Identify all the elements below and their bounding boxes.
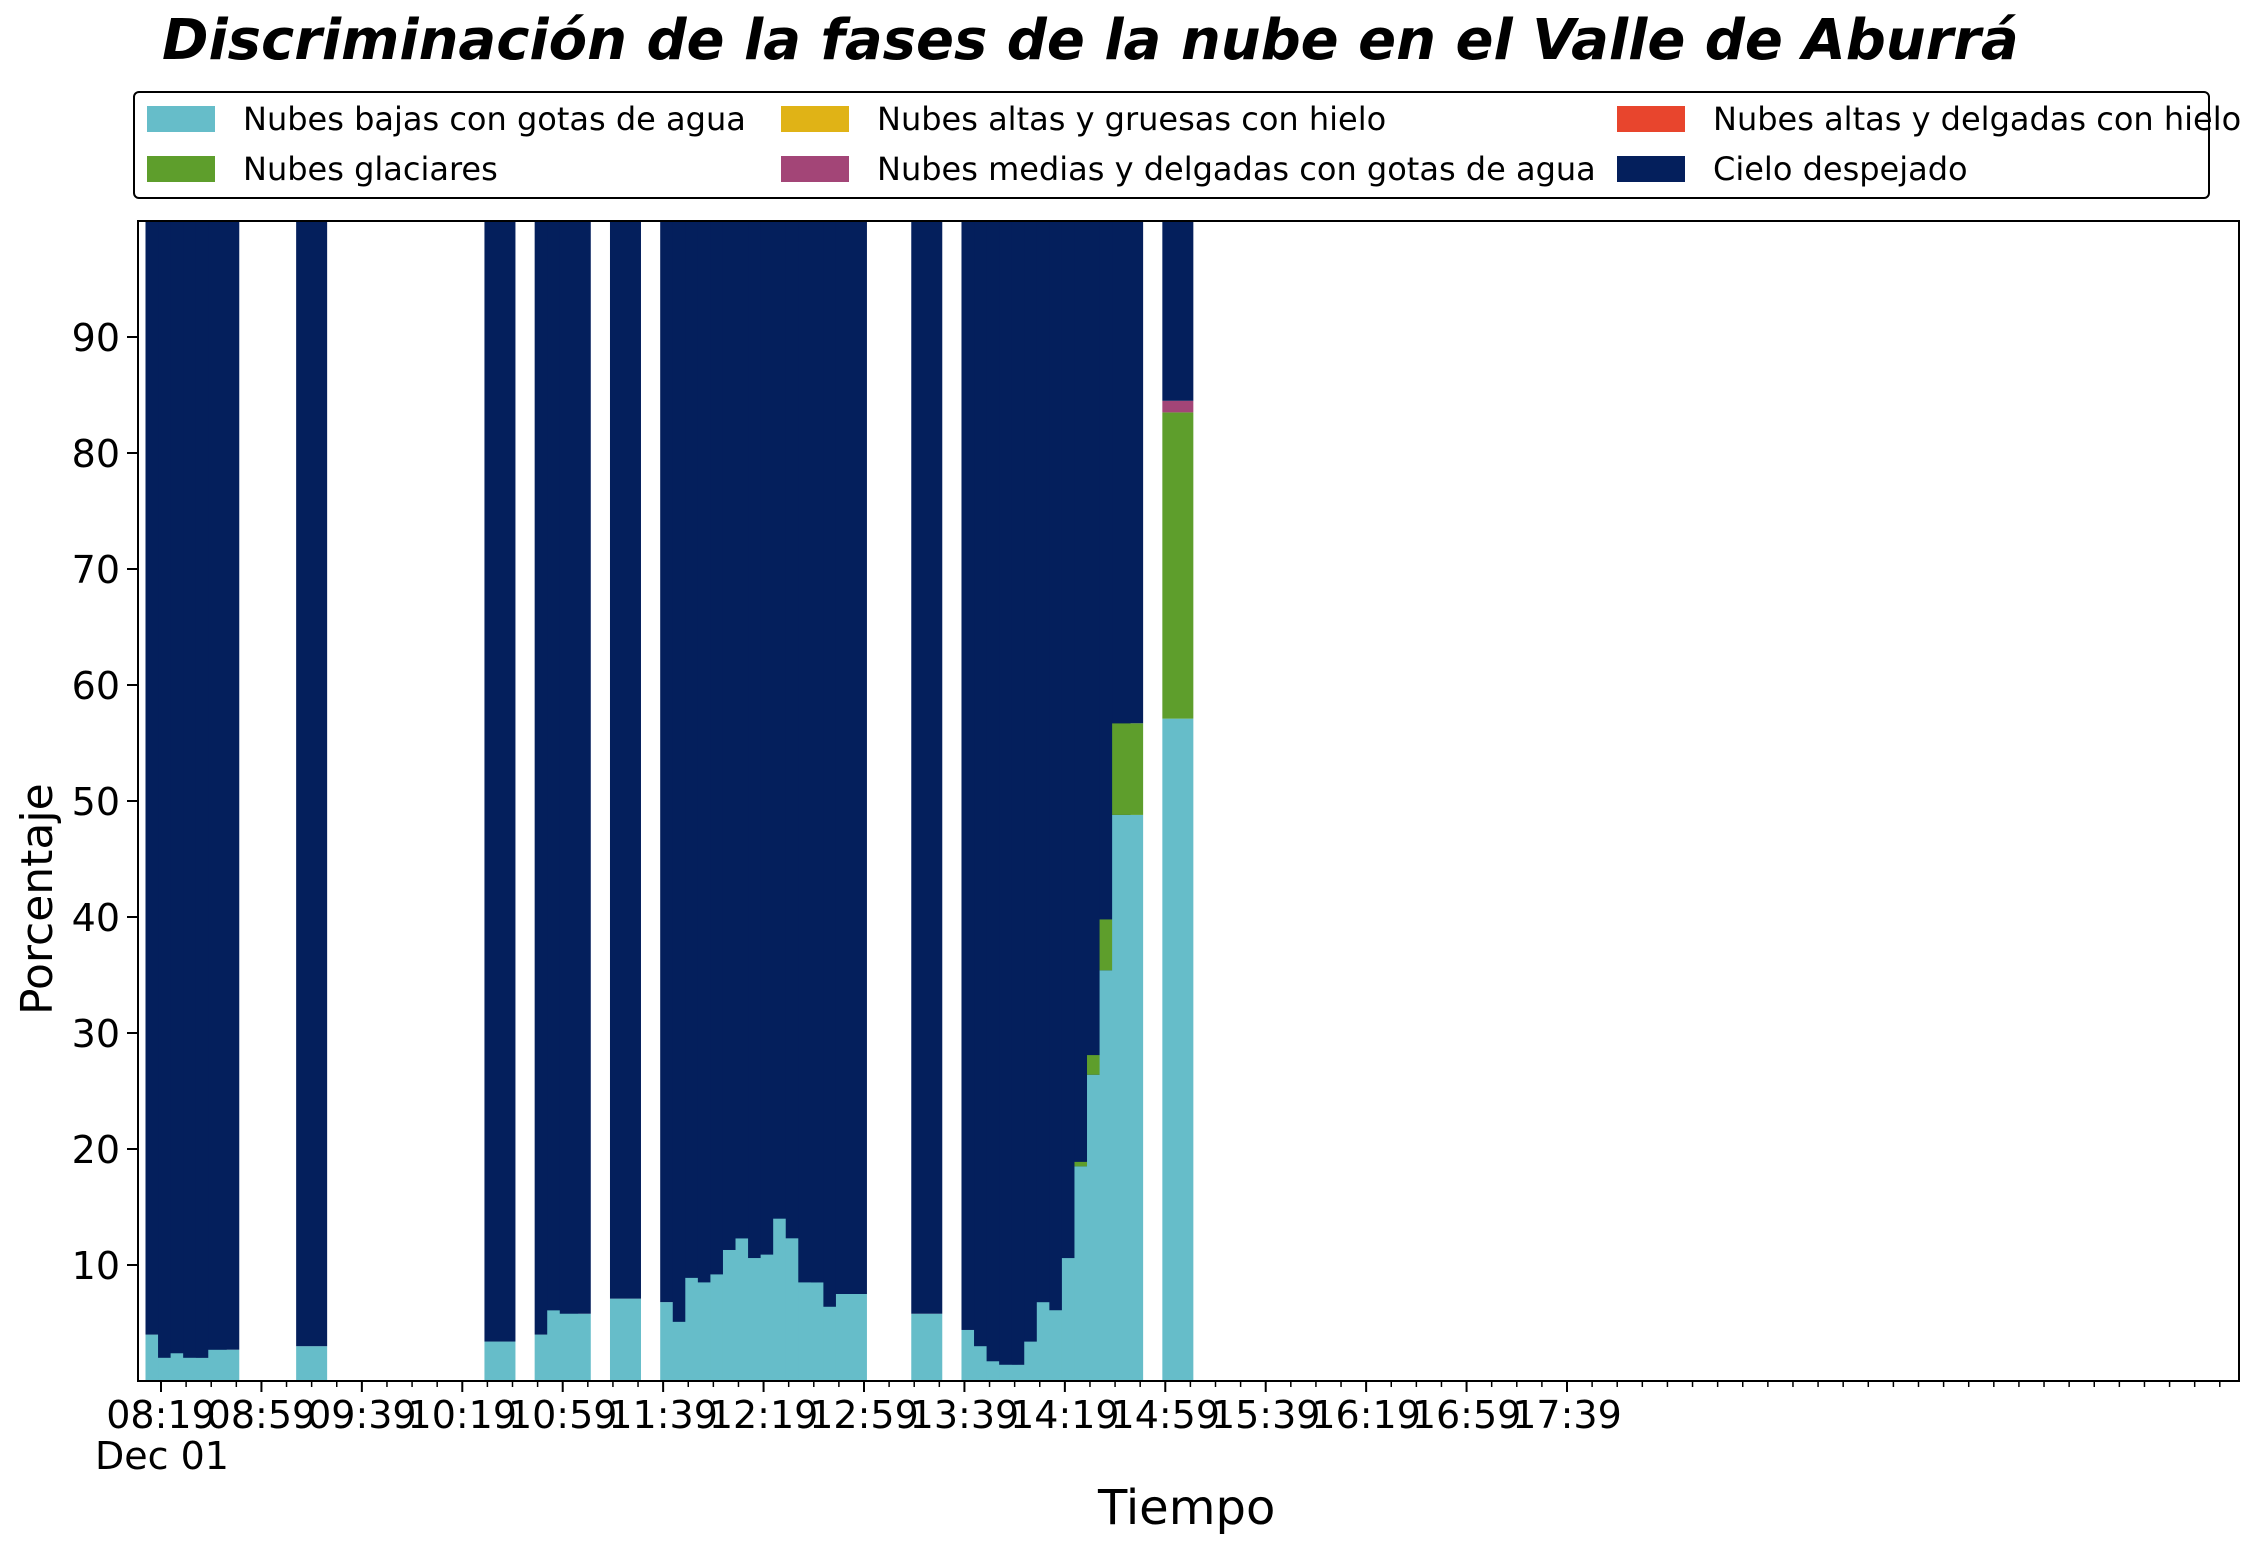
bar-segment-clear-sky [835, 221, 867, 1294]
bar-segment-clear-sky [1162, 221, 1194, 401]
legend-swatch [147, 156, 215, 182]
x-tick-label: 15:39 [1211, 1393, 1321, 1437]
x-tick-label: 08:19 [106, 1393, 216, 1437]
y-tick-label: 20 [72, 1128, 120, 1172]
x-tick-label: 14:19 [1010, 1393, 1120, 1437]
bar-segment-clear-sky [296, 221, 328, 1347]
bar-stack [609, 221, 641, 1381]
y-tick-label: 60 [72, 664, 120, 708]
bar-segment-low-clouds [609, 1298, 641, 1381]
y-tick-label: 70 [72, 548, 120, 592]
x-tick-label: 11:39 [608, 1393, 718, 1437]
bar-segment-low-clouds [296, 1346, 328, 1381]
x-tick-label: 12:59 [809, 1393, 919, 1437]
x-axis-label: Tiempo [1098, 1480, 1276, 1536]
bars-layer [145, 221, 1194, 1381]
legend-label: Nubes medias y delgadas con gotas de agu… [877, 150, 1596, 188]
bar-stack [911, 221, 943, 1381]
legend: Nubes bajas con gotas de agua Nubes altas… [133, 91, 2241, 199]
bar-segment-clear-sky [559, 221, 591, 1314]
legend-item: Nubes glaciares [147, 147, 498, 191]
bar-stack [1112, 221, 1144, 1381]
bar-segment-low-clouds [484, 1341, 516, 1381]
legend-item: Nubes altas y gruesas con hielo [781, 97, 1386, 141]
bar-stack [208, 221, 240, 1381]
bar-segment-clear-sky [208, 221, 240, 1350]
bar-segment-glacier-clouds [1112, 723, 1144, 815]
y-axis-label: Porcentaje [12, 783, 63, 1015]
x-tick-label: 08:59 [207, 1393, 317, 1437]
legend-swatch [781, 156, 849, 182]
x-axis-date-label: Dec 01 [95, 1434, 229, 1478]
bar-segment-clear-sky [484, 221, 516, 1342]
legend-label: Nubes altas y gruesas con hielo [877, 100, 1387, 138]
legend-item: Nubes bajas con gotas de agua [147, 97, 746, 141]
legend-swatch [1617, 156, 1685, 182]
x-tick-label: 16:19 [1311, 1393, 1421, 1437]
bar-stack [296, 221, 328, 1381]
chart-title: Discriminación de la fases de la nube en… [162, 8, 2019, 73]
x-tick-label: 12:19 [709, 1393, 819, 1437]
axes-layer: 10 20 30 40 50 60 70 80 90 08:1908:5909:3910:1910… [72, 220, 2240, 1437]
bar-stack [835, 221, 867, 1381]
bar-segment-clear-sky [1112, 221, 1144, 724]
y-tick-label: 50 [72, 780, 120, 824]
y-tick-label: 40 [72, 896, 120, 940]
bar-stack [1162, 221, 1194, 1381]
legend-label: Nubes altas y delgadas con hielo [1713, 100, 2242, 138]
x-tick-label: 16:59 [1412, 1393, 1522, 1437]
y-tick-label: 90 [72, 316, 120, 360]
y-tick-label: 80 [72, 432, 120, 476]
bar-segment-clear-sky [911, 221, 943, 1314]
legend-item: Nubes altas y delgadas con hielo [1617, 97, 2241, 141]
bar-stack [484, 221, 516, 1381]
legend-swatch [147, 106, 215, 132]
legend-swatch [781, 106, 849, 132]
legend-item: Nubes medias y delgadas con gotas de agu… [781, 147, 1596, 191]
y-tick-label: 10 [72, 1244, 120, 1288]
x-tick-label: 17:39 [1512, 1393, 1622, 1437]
x-tick-label: 10:59 [508, 1393, 618, 1437]
bar-segment-low-clouds [1162, 718, 1194, 1381]
bar-segment-medium-clouds [1162, 400, 1194, 413]
legend-item: Cielo despejado [1617, 147, 1968, 191]
bar-segment-glacier-clouds [1162, 412, 1194, 719]
bar-stack [559, 221, 591, 1381]
legend-swatch [1617, 106, 1685, 132]
legend-label: Cielo despejado [1713, 150, 1968, 188]
x-tick-label: 09:39 [307, 1393, 417, 1437]
x-tick-label: 10:19 [408, 1393, 518, 1437]
bar-segment-low-clouds [835, 1294, 867, 1381]
legend-label: Nubes bajas con gotas de agua [243, 100, 746, 138]
x-tick-label: 13:39 [910, 1393, 1020, 1437]
bar-segment-low-clouds [911, 1313, 943, 1381]
legend-label: Nubes glaciares [243, 150, 498, 188]
bar-segment-low-clouds [208, 1349, 240, 1381]
bar-segment-low-clouds [1112, 814, 1144, 1381]
x-tick-label: 14:59 [1111, 1393, 1221, 1437]
y-tick-label: 30 [72, 1012, 120, 1056]
bar-segment-clear-sky [609, 221, 641, 1299]
bar-segment-low-clouds [559, 1313, 591, 1381]
